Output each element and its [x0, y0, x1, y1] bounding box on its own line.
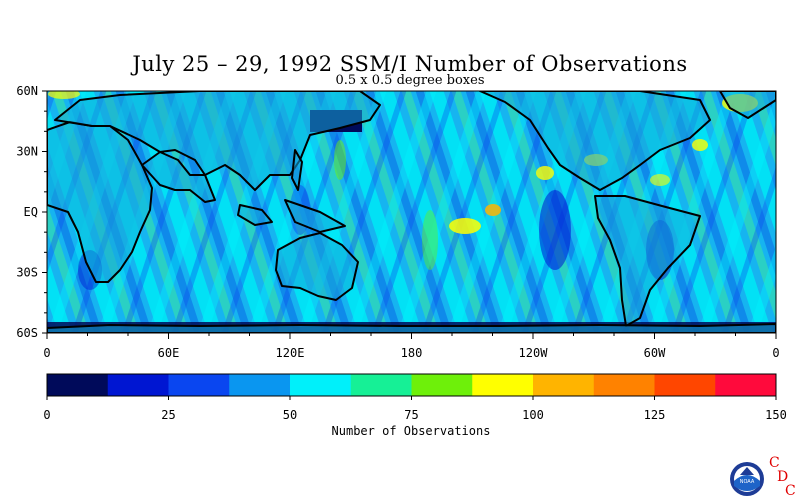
colorbar: 0 25 50 75 100 125 150 — [43, 373, 787, 422]
colorbar-bin — [654, 374, 716, 396]
lat-tick-label: 60N — [16, 84, 38, 98]
colorbar-bin — [47, 374, 109, 396]
cdc-letter: C — [769, 455, 780, 471]
colorbar-bin — [168, 374, 230, 396]
svg-text:NOAA: NOAA — [740, 479, 755, 485]
colorbar-bin — [715, 374, 777, 396]
coastlines — [47, 91, 776, 333]
lon-tick-label: 180 — [401, 346, 423, 360]
colorbar-bin — [533, 374, 595, 396]
colorbar-tick-label: 75 — [404, 408, 418, 422]
colorbar-tick-label: 100 — [522, 408, 544, 422]
map-subtitle: 0.5 x 0.5 degree boxes — [335, 73, 485, 88]
colorbar-tick-label: 25 — [161, 408, 175, 422]
observation-field — [47, 91, 776, 333]
colorbar-title: Number of Observations — [331, 424, 491, 438]
cdc-letter: D — [777, 469, 788, 485]
lon-tick-label: 0 — [772, 346, 779, 360]
colorbar-bin — [290, 374, 352, 396]
colorbar-bin — [107, 374, 169, 396]
colorbar-bin — [472, 374, 534, 396]
lon-tick-label: 60W — [644, 346, 666, 360]
lat-tick-label: EQ — [24, 205, 38, 219]
colorbar-bin — [350, 374, 412, 396]
lon-tick-label: 60E — [158, 346, 180, 360]
map-ticks — [42, 90, 777, 339]
map-title: July 25 – 29, 1992 SSM/I Number of Obser… — [132, 52, 688, 76]
lat-tick-label: 30S — [16, 266, 38, 280]
lat-tick-label: 30N — [16, 145, 38, 159]
lon-tick-label: 120W — [519, 346, 549, 360]
lat-tick-label: 60S — [16, 326, 38, 340]
colorbar-tick-label: 0 — [43, 408, 50, 422]
lon-tick-label: 120E — [276, 346, 305, 360]
colorbar-tick-label: 50 — [283, 408, 297, 422]
colorbar-bin — [411, 374, 473, 396]
colorbar-bin — [593, 374, 655, 396]
cdc-letter: C — [785, 483, 796, 498]
map-axis-labels: 60N 30N EQ 30S 60S 0 60E 120E 180 120W 60W 0 — [16, 84, 779, 360]
lon-tick-label: 0 — [43, 346, 50, 360]
colorbar-tick-label: 150 — [765, 408, 787, 422]
colorbar-tick-label: 125 — [644, 408, 666, 422]
colorbar-bin — [229, 374, 291, 396]
noaa-cdc-logo: NOAA C D C — [730, 455, 796, 498]
